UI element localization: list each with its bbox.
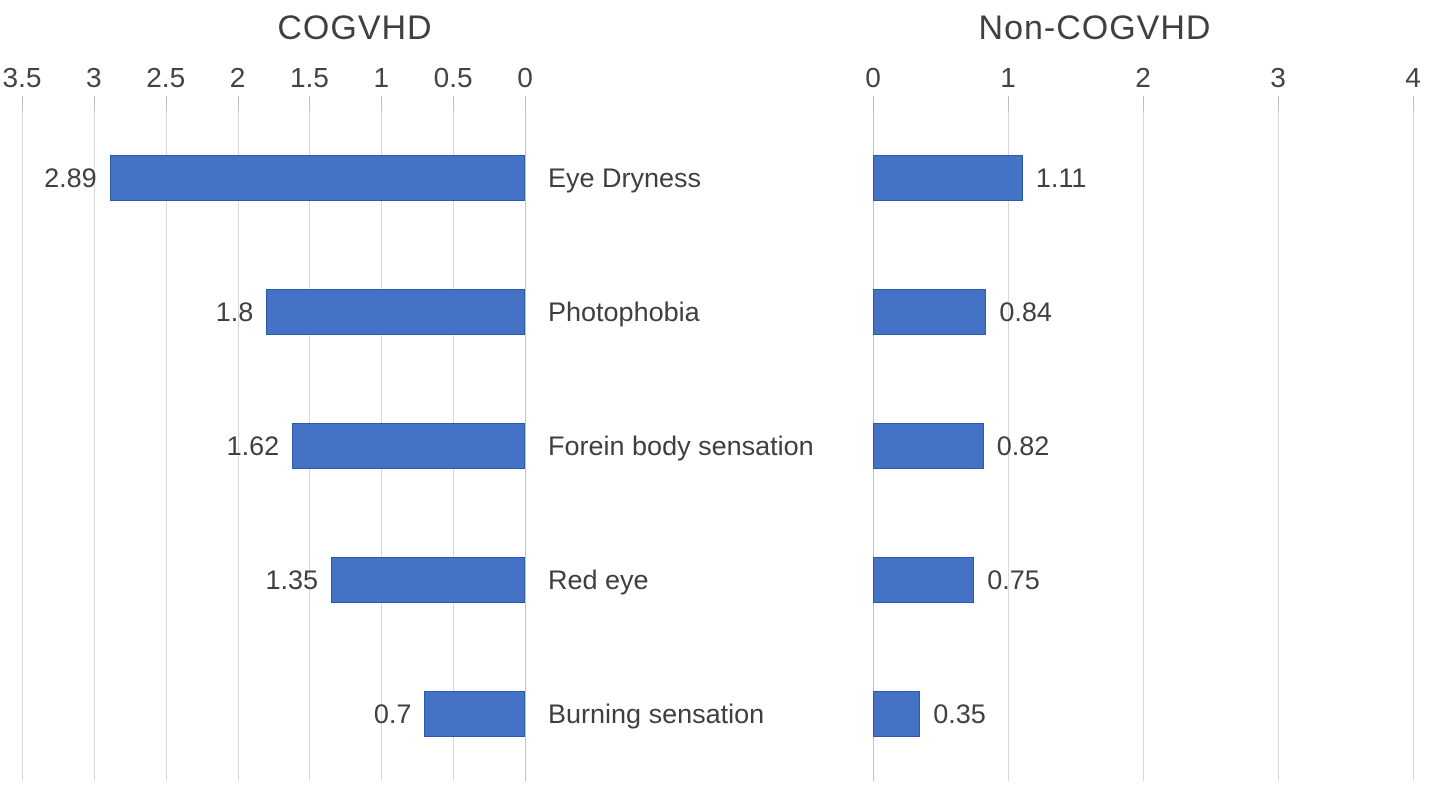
- gridline: [1143, 111, 1144, 781]
- tick-mark: [237, 96, 239, 111]
- axis-tick-label: 2: [1135, 62, 1151, 93]
- bar-value-label: 0.75: [987, 565, 1040, 595]
- gridline: [1008, 111, 1009, 781]
- tick-mark: [1008, 96, 1009, 111]
- category-label: Photophobia: [548, 297, 700, 327]
- bar-value-label: 0.35: [933, 699, 986, 729]
- category-axis-labels: Eye Dryness Photophobia Forein body sensat…: [548, 111, 868, 781]
- tick-mark: [93, 96, 95, 111]
- bar-value-label: 0.82: [996, 431, 1050, 461]
- axis-tick-label: 0: [517, 62, 533, 93]
- axis-tick-label: 0: [865, 62, 881, 93]
- bar-left-1: [266, 289, 525, 335]
- bar-value-label: 1.62: [226, 431, 280, 461]
- bar-value-label: 2.89: [44, 163, 97, 193]
- tick-mark: [453, 96, 455, 111]
- tick-mark: [22, 96, 23, 111]
- tick-mark: [1413, 96, 1414, 111]
- tick-mark: [525, 96, 526, 111]
- tick-mark: [309, 96, 311, 111]
- zero-axis-line: [525, 111, 526, 781]
- category-label: Burning sensation: [548, 699, 765, 729]
- tick-mark: [381, 96, 383, 111]
- bar-left-2: [292, 423, 525, 469]
- category-label: Eye Dryness: [548, 163, 702, 193]
- tick-mark: [1143, 96, 1144, 111]
- tick-mark: [165, 96, 167, 111]
- bar-value-label: 1.11: [1035, 163, 1087, 193]
- chart-title-cogvhd: COGVHD: [277, 9, 433, 47]
- gridline: [237, 111, 239, 781]
- gridline: [22, 111, 23, 781]
- axis-tick-label: 3.5: [2, 62, 42, 93]
- bar-value-label: 1.8: [215, 297, 254, 327]
- bar-value-label: 1.35: [265, 565, 318, 595]
- axis-tick-label: 0.5: [433, 62, 473, 93]
- bar-right-1: [873, 289, 987, 335]
- category-label: Forein body sensation: [548, 431, 814, 461]
- bar-left-3: [331, 557, 525, 603]
- value-axis-non-cogvhd: 0 1 2 3 4: [865, 60, 1421, 96]
- plot-area-non-cogvhd: 1.11 0.84 0.82 0.75 0.35: [873, 96, 1414, 781]
- axis-tick-label: 4: [1405, 62, 1421, 93]
- axis-tick-label: 3: [1270, 62, 1286, 93]
- gridline: [165, 111, 167, 781]
- bar-right-4: [873, 691, 921, 737]
- axis-tick-label: 1: [1000, 62, 1016, 93]
- bar-left-4: [424, 691, 525, 737]
- tick-mark: [873, 96, 874, 111]
- bar-value-label: 0.84: [999, 297, 1052, 327]
- chart-title-non-cogvhd: Non-COGVHD: [978, 9, 1212, 47]
- tick-mark: [1278, 96, 1279, 111]
- axis-tick-label: 2: [229, 62, 246, 93]
- bar-right-3: [873, 557, 975, 603]
- bar-value-label: 0.7: [373, 699, 412, 729]
- bar-right-0: [873, 155, 1023, 201]
- axis-tick-label: 1.5: [289, 62, 329, 93]
- gridline: [1413, 111, 1414, 781]
- axis-tick-label: 3: [86, 62, 102, 93]
- axis-tick-label: 2.5: [146, 62, 186, 93]
- gridline: [1278, 111, 1279, 781]
- plot-area-cogvhd: 2.89 1.8 1.62 1.35 0.7: [22, 96, 526, 781]
- axis-tick-label: 1: [373, 62, 390, 93]
- gridline: [93, 111, 95, 781]
- category-label: Red eye: [548, 565, 649, 595]
- value-axis-cogvhd: 3.5 3 2.5 2 1.5 1 0.5 0: [3, 60, 533, 96]
- bar-left-0: [109, 155, 525, 201]
- bar-right-2: [873, 423, 984, 469]
